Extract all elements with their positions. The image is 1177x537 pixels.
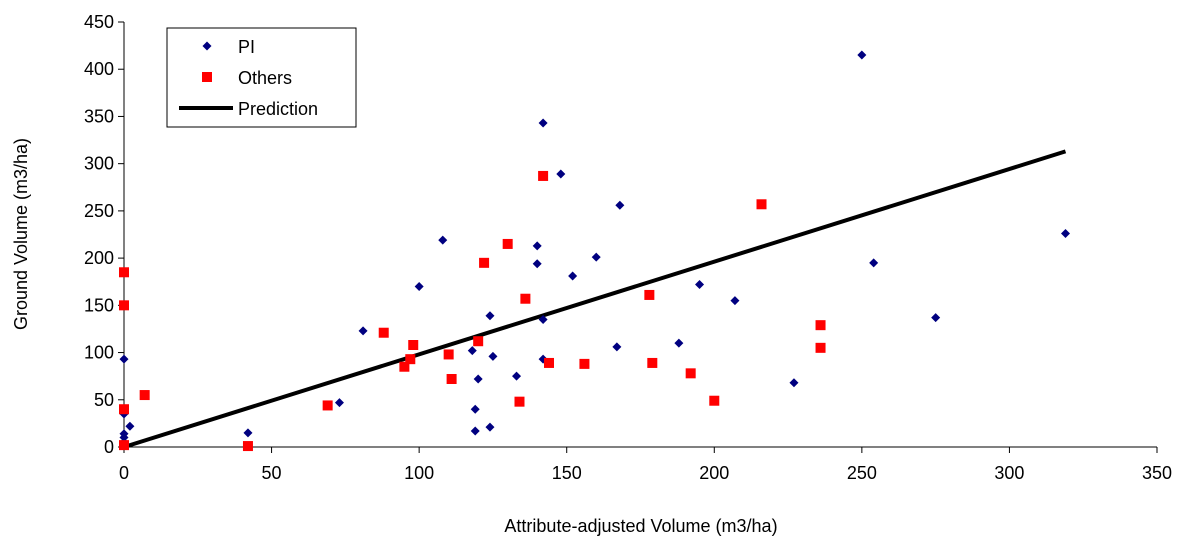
pi-data-point (512, 371, 522, 381)
y-tick-label: 200 (84, 248, 114, 268)
x-tick-label: 350 (1142, 463, 1172, 483)
pi-data-point (591, 252, 601, 262)
others-data-point (446, 374, 457, 384)
others-data-point (473, 336, 484, 347)
others-data-point (685, 368, 696, 379)
others-data-point (514, 396, 525, 407)
others-data-point (139, 390, 150, 401)
others-data-point (538, 170, 549, 181)
pi-data-point (568, 271, 578, 281)
pi-data-point (556, 169, 566, 179)
x-axis-title: Attribute-adjusted Volume (m3/ha) (504, 516, 777, 536)
pi-data-point (467, 346, 477, 356)
y-tick-label: 250 (84, 201, 114, 221)
y-tick-label: 150 (84, 295, 114, 315)
y-axis-title: Ground Volume (m3/ha) (11, 138, 31, 330)
legend: PI Others Prediction (166, 27, 357, 128)
pi-data-point (125, 421, 135, 431)
others-data-point (242, 441, 253, 452)
pi-data-point (414, 281, 424, 291)
pi-data-point (119, 354, 129, 364)
legend-label: Others (238, 68, 292, 88)
x-tick-label: 0 (119, 463, 129, 483)
x-tick-label: 250 (847, 463, 877, 483)
others-data-point (815, 342, 826, 353)
pi-data-point (334, 398, 344, 408)
pi-data-point (473, 374, 483, 384)
others-data-point (544, 357, 555, 368)
y-tick-label: 0 (104, 437, 114, 457)
others-data-point (709, 395, 720, 406)
pi-data-point (931, 313, 941, 323)
pi-data-point (532, 241, 542, 251)
pi-data-point (470, 404, 480, 414)
others-data-point (520, 293, 531, 304)
pi-data-point (612, 342, 622, 352)
pi-data-point (538, 118, 548, 128)
pi-data-point (485, 311, 495, 321)
x-tick-label: 150 (552, 463, 582, 483)
others-data-point (815, 320, 826, 331)
pi-data-point (789, 378, 799, 388)
pi-data-point (730, 296, 740, 306)
others-data-point (322, 400, 333, 411)
axes: 0 50 100 150 200 250 300 350 400 450 0 50 100 150 200 2… (84, 12, 1172, 483)
prediction-line (123, 149, 1067, 449)
others-data-point (399, 361, 410, 372)
others-data-point (502, 238, 513, 249)
pi-data-point (869, 258, 879, 268)
y-tick-label: 350 (84, 106, 114, 126)
others-data-point (405, 354, 416, 365)
pi-data-point (243, 428, 253, 438)
others-data-point (443, 349, 454, 360)
pi-data-point (615, 200, 625, 210)
x-tick-label: 200 (699, 463, 729, 483)
pi-data-point (538, 315, 548, 324)
others-data-point (378, 327, 389, 338)
legend-box (166, 27, 357, 128)
y-tick-label: 50 (94, 390, 114, 410)
data-points-layer (119, 50, 1071, 452)
others-data-point (647, 357, 658, 368)
others-data-point (408, 340, 419, 350)
x-tick-label: 300 (994, 463, 1024, 483)
pi-data-point (119, 433, 129, 443)
legend-label: Prediction (238, 99, 318, 119)
pi-data-point (470, 426, 480, 436)
others-data-point (479, 257, 490, 268)
legend-label: PI (238, 37, 255, 57)
others-data-point (119, 440, 129, 451)
others-data-point (644, 289, 655, 300)
legend-others-swatch (202, 72, 212, 82)
pi-data-point (485, 422, 495, 432)
pi-data-point (857, 50, 867, 60)
y-tick-label: 400 (84, 59, 114, 79)
y-tick-label: 300 (84, 154, 114, 174)
others-data-point (756, 199, 767, 210)
pi-data-point (532, 259, 542, 269)
pi-data-point (695, 280, 705, 290)
pi-data-point (488, 351, 498, 361)
x-tick-label: 50 (262, 463, 282, 483)
others-data-point (119, 267, 129, 278)
others-data-point (119, 300, 129, 311)
pi-data-point (438, 235, 448, 245)
others-data-point (119, 404, 129, 415)
y-tick-label: 450 (84, 12, 114, 32)
pi-data-point (1061, 229, 1071, 239)
legend-pi-swatch (202, 41, 212, 51)
prediction-line-layer (123, 149, 1067, 449)
pi-data-point (674, 338, 684, 348)
y-tick-label: 100 (84, 343, 114, 363)
pi-data-point (358, 326, 368, 336)
x-tick-label: 100 (404, 463, 434, 483)
others-data-point (579, 358, 590, 369)
